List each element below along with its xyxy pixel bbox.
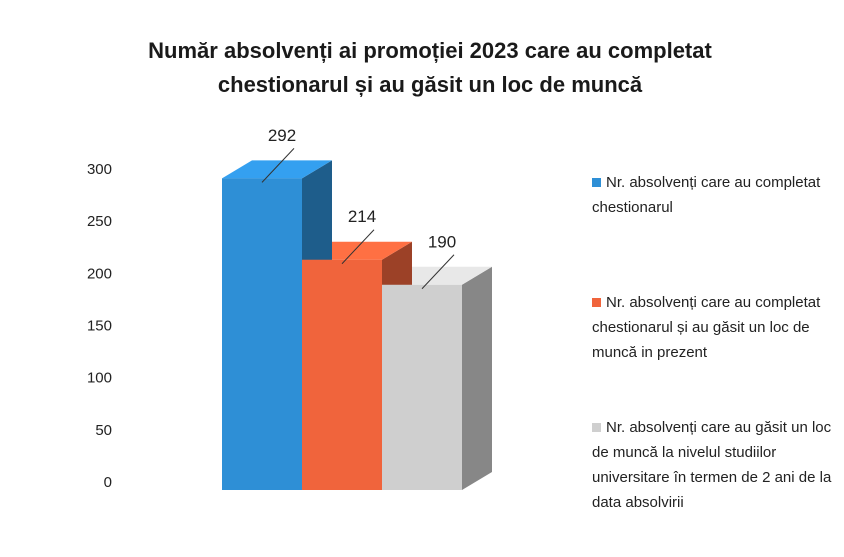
legend-label: Nr. absolvenți care au completat chestio… (592, 174, 821, 216)
leader-line (421, 254, 455, 290)
y-tick-label: 150 (87, 317, 112, 334)
y-tick-label: 200 (87, 265, 112, 282)
legend-entry: Nr. absolvenți care au găsit un loc de m… (592, 415, 832, 515)
chart-title: Număr absolvenți ai promoției 2023 care … (148, 38, 712, 97)
data-label: 214 (348, 207, 376, 226)
legend-swatch (592, 423, 601, 432)
leader-line (341, 229, 375, 265)
legend-label: Nr. absolvenți care au completat chestio… (592, 294, 821, 361)
bar (222, 178, 302, 490)
legend-label: Nr. absolvenți care au găsit un loc de m… (592, 419, 832, 511)
y-tick-label: 300 (87, 161, 112, 178)
y-tick-label: 100 (87, 370, 112, 387)
bar-top (222, 160, 332, 179)
y-tick-label: 0 (104, 474, 112, 491)
bar (382, 284, 462, 490)
data-label: 190 (428, 232, 456, 251)
legend-entry: Nr. absolvenți care au completat chestio… (592, 170, 832, 220)
leader-line (261, 148, 295, 183)
data-label: 292 (268, 126, 296, 145)
legend-swatch (592, 298, 601, 307)
bar (302, 259, 382, 490)
y-tick-label: 250 (87, 213, 112, 230)
y-tick-label: 50 (95, 422, 112, 439)
legend-entry: Nr. absolvenți care au completat chestio… (592, 290, 832, 365)
bar-side (462, 266, 492, 490)
legend-swatch (592, 178, 601, 187)
